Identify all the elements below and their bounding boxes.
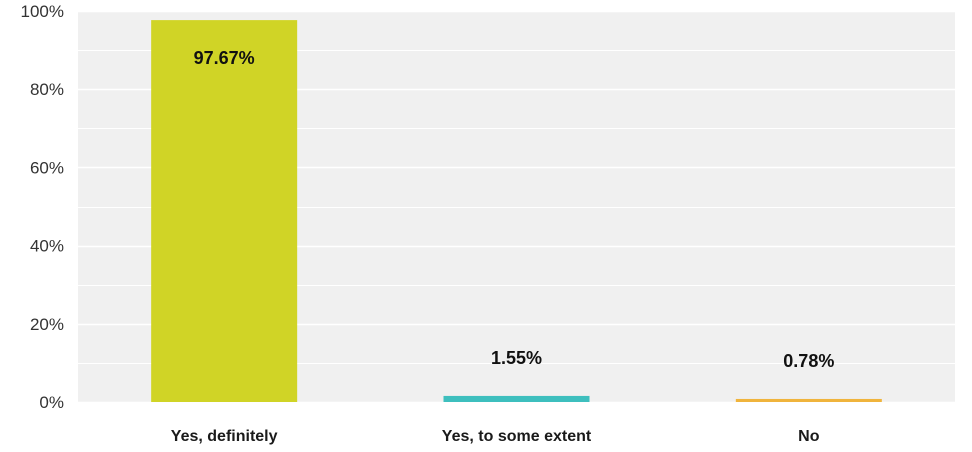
- bars: [151, 20, 882, 403]
- y-tick-label: 60%: [30, 158, 64, 177]
- x-category-label: Yes, definitely: [171, 428, 278, 445]
- bar: [151, 20, 298, 403]
- bar: [443, 395, 590, 402]
- y-tick-label: 40%: [30, 237, 64, 256]
- bar: [735, 398, 882, 402]
- data-label: 1.55%: [491, 348, 542, 368]
- y-tick-label: 80%: [30, 80, 64, 99]
- y-axis-ticks: 0% 20% 40% 60% 80% 100%: [21, 2, 64, 412]
- x-category-label: No: [798, 428, 820, 445]
- y-tick-label: 100%: [21, 2, 64, 21]
- x-axis-categories: Yes, definitely Yes, to some extent No: [171, 428, 820, 445]
- y-tick-label: 0%: [39, 393, 64, 412]
- data-label: 97.67%: [194, 48, 255, 68]
- y-tick-label: 20%: [30, 315, 64, 334]
- data-label: 0.78%: [783, 351, 834, 371]
- data-labels: 97.67% 1.55% 0.78%: [194, 48, 835, 371]
- x-category-label: Yes, to some extent: [442, 428, 592, 445]
